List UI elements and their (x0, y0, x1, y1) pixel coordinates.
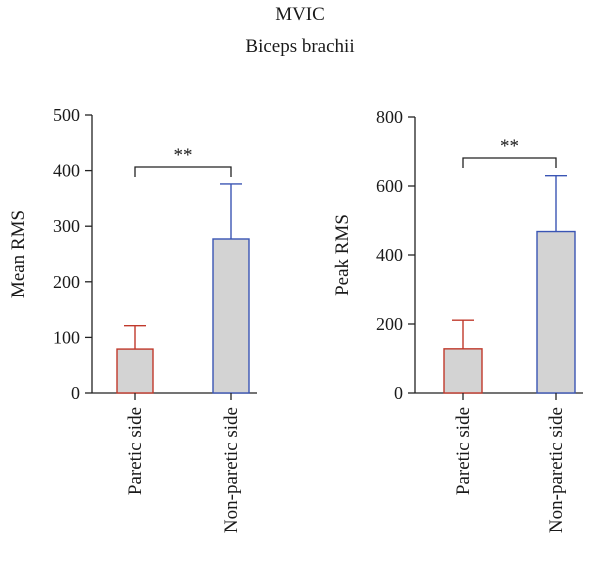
y-tick-label: 600 (376, 176, 403, 196)
y-tick-label: 400 (376, 245, 403, 265)
y-tick-label: 0 (71, 383, 80, 403)
y-tick-label: 100 (53, 327, 80, 347)
bar-1 (116, 348, 154, 394)
significance-bracket (462, 157, 557, 168)
bar-1 (443, 348, 483, 394)
bar-2 (212, 238, 250, 394)
chart-subtitle: Biceps brachii (245, 36, 354, 57)
x-tick-label: Non-paretic side (221, 407, 242, 533)
y-tick-label: 400 (53, 161, 80, 181)
chart-title: MVIC (275, 4, 325, 25)
significance-bracket (134, 166, 232, 177)
y-tick-label: 800 (376, 107, 403, 127)
y-axis-label: Peak RMS (332, 214, 353, 296)
panel-2: 0 200 400 600 800 Peak RMS Paretic side Non-par… (332, 107, 583, 533)
x-tick-label: Paretic side (125, 407, 146, 495)
x-tick-label: Paretic side (453, 407, 474, 495)
significance-marker: ** (174, 145, 193, 166)
significance-marker: ** (500, 136, 519, 157)
y-tick-label: 200 (376, 314, 403, 334)
chart-panels: 0 100 200 300 400 500 Mean RMS Paretic side Non-… (8, 105, 583, 533)
x-tick-label: Non-paretic side (546, 407, 567, 533)
y-tick-label: 0 (394, 383, 403, 403)
panel-1: 0 100 200 300 400 500 Mean RMS Paretic side Non-… (8, 105, 257, 533)
y-tick-label: 500 (53, 105, 80, 125)
y-tick-label: 200 (53, 272, 80, 292)
y-axis-label: Mean RMS (8, 210, 29, 298)
bar-2 (536, 230, 576, 394)
y-tick-label: 300 (53, 216, 80, 236)
